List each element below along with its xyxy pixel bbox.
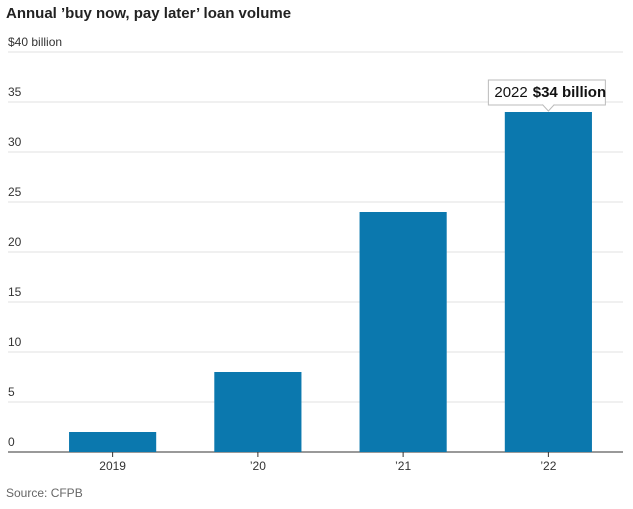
annotation-label: 2022 bbox=[494, 84, 527, 101]
y-tick-label: 35 bbox=[8, 85, 22, 99]
annotation-box bbox=[487, 79, 606, 106]
annotation-pointer bbox=[542, 104, 555, 112]
source: Source: CFPB bbox=[6, 486, 83, 500]
y-tick-label: 10 bbox=[8, 335, 22, 349]
bar bbox=[504, 112, 592, 452]
bar bbox=[214, 372, 302, 452]
x-tick-label: ’21 bbox=[395, 459, 411, 473]
y-tick-label: $40 billion bbox=[8, 35, 62, 49]
bar bbox=[359, 212, 447, 452]
y-tick-label: 0 bbox=[8, 435, 15, 449]
y-tick-label: 30 bbox=[8, 135, 22, 149]
annotation-text: 2022 $34 billion bbox=[494, 84, 606, 101]
x-tick-label: ’22 bbox=[540, 459, 556, 473]
x-tick-label: ’20 bbox=[250, 459, 266, 473]
y-tick-label: 20 bbox=[8, 235, 22, 249]
x-tick-label: 2019 bbox=[99, 459, 126, 473]
y-tick-label: 25 bbox=[8, 185, 22, 199]
annotation-value: $34 billion bbox=[533, 84, 606, 101]
chart-title: Annual ’buy now, pay later’ loan volume bbox=[6, 5, 291, 22]
y-tick-label: 5 bbox=[8, 385, 15, 399]
annotation: 2022 $34 billion bbox=[487, 79, 606, 112]
y-tick-label: 15 bbox=[8, 285, 22, 299]
bar bbox=[69, 432, 157, 452]
